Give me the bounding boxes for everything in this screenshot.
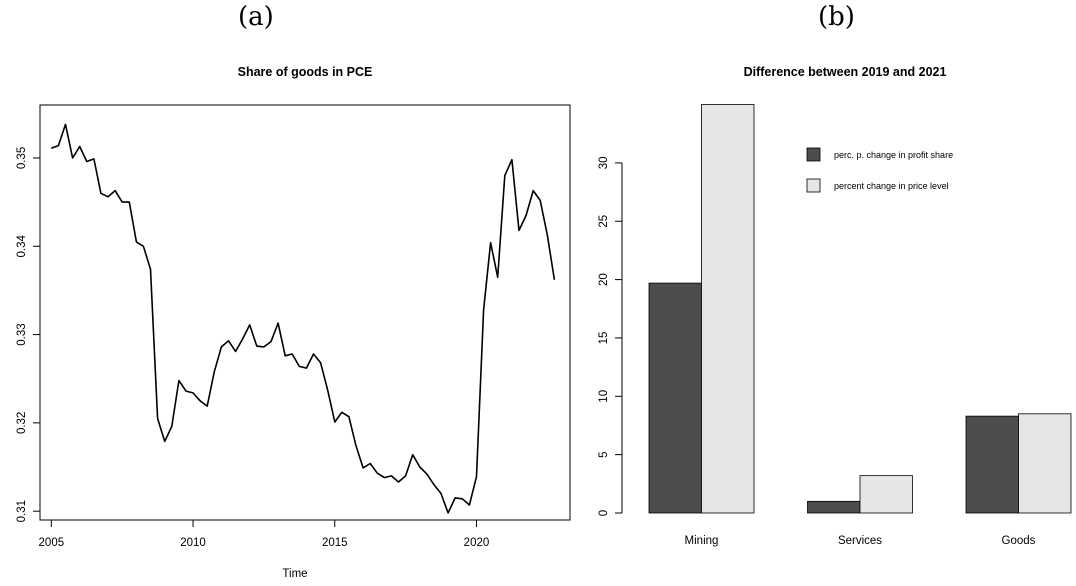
x-tick-label: 2020 bbox=[464, 537, 490, 549]
legend-swatch-profit-share bbox=[806, 147, 821, 162]
y-tick-label: 0.34 bbox=[16, 234, 28, 257]
line-chart-x-label: Time bbox=[282, 568, 307, 580]
bar-chart-legend: perc. p. change in profit share percent … bbox=[806, 147, 953, 193]
y-tick-label: 25 bbox=[598, 215, 610, 228]
x-tick-label: 2005 bbox=[39, 537, 65, 549]
bar-goods-series-2 bbox=[1018, 413, 1072, 514]
bar-goods-series-1 bbox=[965, 415, 1019, 514]
line-chart-plot-frame bbox=[39, 104, 571, 521]
line-chart-title: Share of goods in PCE bbox=[238, 65, 373, 79]
bar-mining-series-2 bbox=[701, 104, 755, 514]
y-tick-label: 0 bbox=[598, 510, 610, 516]
category-label: Services bbox=[838, 535, 882, 547]
y-tick-label: 0.35 bbox=[16, 147, 28, 169]
y-tick-label: 30 bbox=[598, 157, 610, 170]
line-chart: Share of goods in PCE 2005 2010 2015 2020 0… bbox=[16, 65, 571, 580]
bar-chart-category-labels: Mining Services Goods bbox=[685, 535, 1036, 547]
category-label: Goods bbox=[1002, 535, 1036, 547]
bar-chart: Difference between 2019 and 2021 0 5 10 15 2… bbox=[598, 65, 1072, 547]
y-tick-label: 0.31 bbox=[16, 500, 28, 522]
bar-services-series-2 bbox=[859, 475, 913, 514]
category-label: Mining bbox=[685, 535, 719, 547]
legend-label-price-level: percent change in price level bbox=[834, 181, 949, 191]
y-tick-label: 15 bbox=[598, 332, 610, 345]
line-chart-x-axis: 2005 2010 2015 2020 bbox=[39, 519, 490, 549]
x-tick-label: 2015 bbox=[322, 537, 348, 549]
bar-mining-series-1 bbox=[648, 282, 702, 514]
y-tick-label: 0.33 bbox=[16, 323, 28, 345]
panel-a-label: (a) bbox=[238, 2, 274, 32]
bar-chart-title: Difference between 2019 and 2021 bbox=[744, 65, 947, 79]
share-of-goods-line bbox=[51, 123, 556, 514]
y-tick-label: 10 bbox=[598, 390, 610, 403]
x-tick-label: 2010 bbox=[180, 537, 206, 549]
y-tick-label: 20 bbox=[598, 273, 610, 286]
panel-b-label: (b) bbox=[818, 2, 855, 32]
y-tick-label: 5 bbox=[598, 451, 610, 457]
bar-services-series-1 bbox=[807, 500, 861, 514]
legend-label-profit-share: perc. p. change in profit share bbox=[834, 150, 953, 160]
bar-chart-y-axis: 0 5 10 15 20 25 30 bbox=[598, 157, 623, 516]
y-tick-label: 0.32 bbox=[16, 412, 28, 434]
line-chart-y-axis: 0.31 0.32 0.33 0.34 0.35 bbox=[16, 147, 41, 522]
bar-chart-bars bbox=[648, 104, 1072, 514]
legend-swatch-price-level bbox=[806, 178, 821, 193]
